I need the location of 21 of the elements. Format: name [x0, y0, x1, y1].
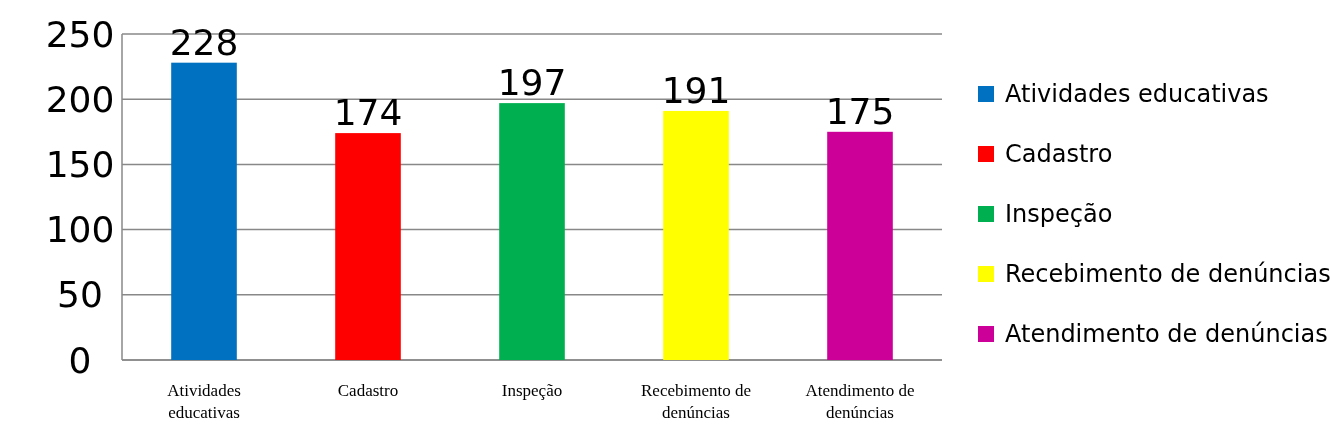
- y-tick-label: 0: [68, 339, 92, 381]
- x-tick-label: Atendimento de denúncias: [805, 381, 915, 422]
- legend-label: Inspeção: [1005, 200, 1113, 229]
- y-tick-label: 50: [57, 274, 103, 316]
- x-tick-label: Inspeção: [501, 381, 563, 400]
- x-tick-label: Cadastro: [337, 381, 399, 400]
- legend-label: Atividades educativas: [1005, 80, 1269, 109]
- data-label: 174: [333, 92, 403, 134]
- data-label: 175: [825, 90, 895, 132]
- y-tick-label: 150: [45, 144, 115, 185]
- x-tick-label: Atividades educativas: [167, 381, 241, 422]
- legend-label: Atendimento de denúncias: [1005, 320, 1328, 349]
- x-tick-label: Recebimento de denúncias: [641, 381, 751, 422]
- y-tick-label: 100: [45, 209, 115, 251]
- legend-label: Cadastro: [1005, 140, 1113, 169]
- data-label: 228: [169, 21, 239, 63]
- data-label: 191: [661, 69, 731, 111]
- y-tick-label: 250: [45, 13, 115, 55]
- y-tick-label: 200: [45, 78, 115, 120]
- data-label: 197: [497, 62, 567, 104]
- legend-label: Recebimento de denúncias: [1005, 260, 1331, 289]
